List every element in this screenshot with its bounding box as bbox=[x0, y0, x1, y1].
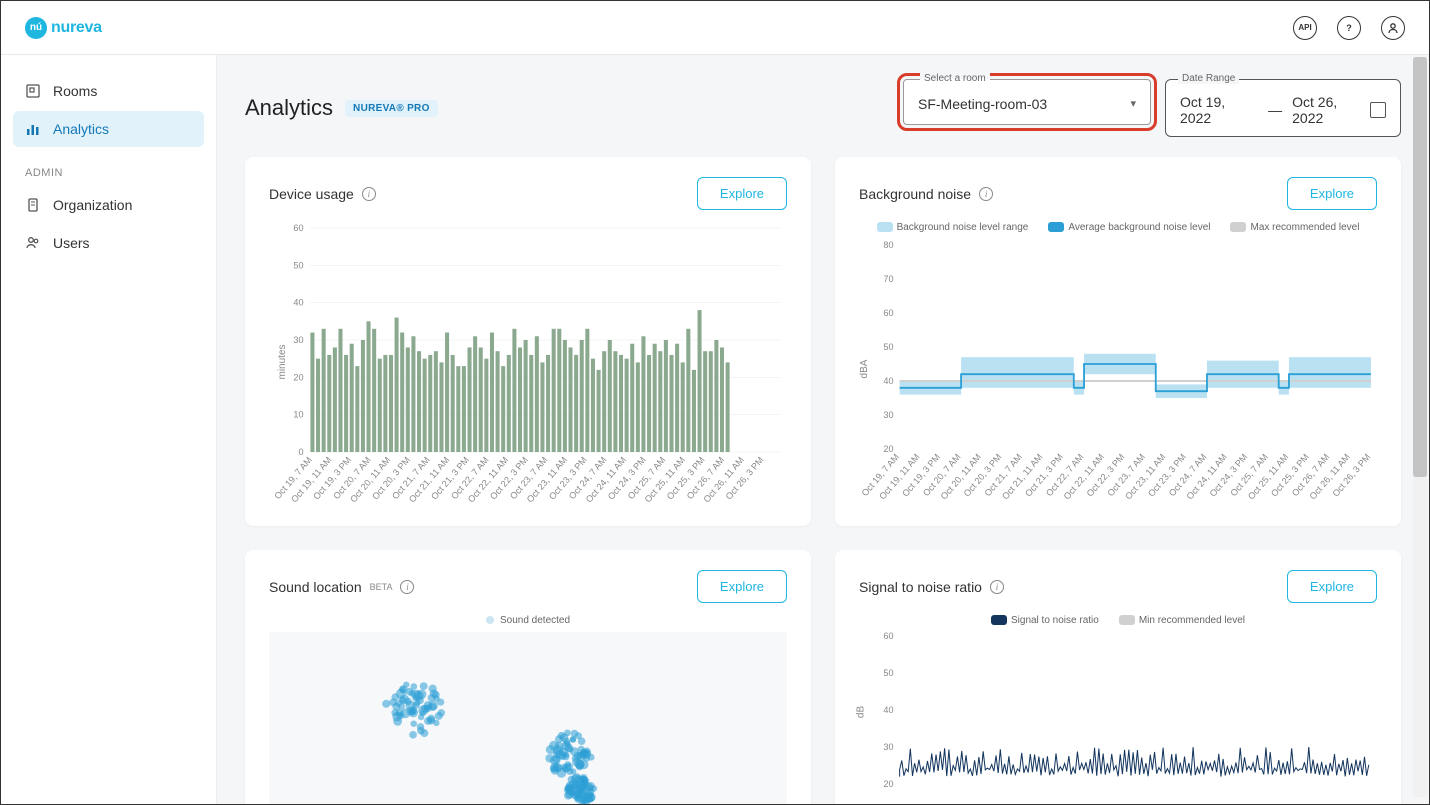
explore-button[interactable]: Explore bbox=[1287, 177, 1377, 210]
snr-chart: dB 2030405060 bbox=[859, 632, 1377, 792]
bg-noise-chart: dBA 20304050607080Oct 19, 7 AMOct 19, 11… bbox=[859, 239, 1377, 499]
sidebar-item-label: Rooms bbox=[53, 83, 97, 99]
svg-text:10: 10 bbox=[293, 410, 303, 420]
svg-text:30: 30 bbox=[883, 742, 893, 752]
card-title: Device usage bbox=[269, 186, 354, 202]
help-icon[interactable]: ? bbox=[1337, 16, 1361, 40]
card-signal-noise: Signal to noise ratio i Explore Signal t… bbox=[835, 550, 1401, 804]
svg-text:50: 50 bbox=[883, 668, 893, 678]
explore-button[interactable]: Explore bbox=[1287, 570, 1377, 603]
organization-icon bbox=[25, 197, 41, 213]
svg-text:60: 60 bbox=[883, 632, 893, 641]
sound-loc-legend: Sound detected bbox=[269, 615, 787, 626]
sidebar-section-admin: ADMIN bbox=[13, 149, 204, 187]
svg-text:20: 20 bbox=[293, 372, 303, 382]
svg-text:50: 50 bbox=[293, 260, 303, 270]
page-title: Analytics bbox=[245, 95, 333, 121]
svg-text:70: 70 bbox=[883, 274, 893, 284]
sidebar-item-organization[interactable]: Organization bbox=[13, 187, 204, 223]
sidebar-item-rooms[interactable]: Rooms bbox=[13, 73, 204, 109]
card-title: Sound location bbox=[269, 579, 362, 595]
date-range-picker[interactable]: Date Range Oct 19, 2022 — Oct 26, 2022 bbox=[1165, 79, 1401, 137]
beta-badge: BETA bbox=[370, 582, 393, 592]
svg-text:60: 60 bbox=[293, 223, 303, 233]
info-icon[interactable]: i bbox=[990, 580, 1004, 594]
sidebar-item-analytics[interactable]: Analytics bbox=[13, 111, 204, 147]
snr-legend: Signal to noise ratio Min recommended le… bbox=[859, 615, 1377, 626]
card-title: Signal to noise ratio bbox=[859, 579, 982, 595]
card-device-usage: Device usage i Explore minutes 010203040… bbox=[245, 157, 811, 526]
topbar: nú nureva API ? bbox=[1, 1, 1429, 55]
info-icon[interactable]: i bbox=[400, 580, 414, 594]
room-select-legend: Select a room bbox=[920, 73, 990, 84]
logo-mark-icon: nú bbox=[25, 17, 47, 39]
svg-text:30: 30 bbox=[883, 410, 893, 420]
calendar-icon bbox=[1370, 102, 1386, 118]
card-background-noise: Background noise i Explore Background no… bbox=[835, 157, 1401, 526]
svg-text:40: 40 bbox=[883, 705, 893, 715]
pro-badge: NUREVA® PRO bbox=[345, 100, 438, 117]
scrollbar-thumb[interactable] bbox=[1413, 57, 1427, 477]
date-to: Oct 26, 2022 bbox=[1292, 94, 1370, 126]
brand-name: nureva bbox=[51, 19, 102, 37]
svg-text:40: 40 bbox=[293, 298, 303, 308]
sidebar-item-label: Users bbox=[53, 235, 90, 251]
info-icon[interactable]: i bbox=[362, 187, 376, 201]
date-sep: — bbox=[1268, 102, 1282, 118]
sidebar: Rooms Analytics ADMIN Organization Users bbox=[1, 55, 216, 804]
svg-text:60: 60 bbox=[883, 308, 893, 318]
sidebar-item-label: Analytics bbox=[53, 121, 109, 137]
bg-noise-legend: Background noise level range Average bac… bbox=[859, 222, 1377, 233]
analytics-icon bbox=[25, 121, 41, 137]
explore-button[interactable]: Explore bbox=[697, 177, 787, 210]
room-select-value: SF-Meeting-room-03 bbox=[918, 96, 1047, 112]
card-sound-location: Sound location BETA i Explore Sound dete… bbox=[245, 550, 811, 804]
svg-text:0: 0 bbox=[298, 447, 303, 457]
main-content: Analytics NUREVA® PRO Select a room SF-M… bbox=[216, 55, 1429, 804]
sound-location-chart bbox=[269, 632, 787, 804]
info-icon[interactable]: i bbox=[979, 187, 993, 201]
scrollbar[interactable] bbox=[1413, 57, 1427, 797]
svg-text:80: 80 bbox=[883, 240, 893, 250]
chevron-down-icon: ▾ bbox=[1130, 97, 1136, 110]
svg-text:40: 40 bbox=[883, 376, 893, 386]
sidebar-item-users[interactable]: Users bbox=[13, 225, 204, 261]
svg-text:20: 20 bbox=[883, 779, 893, 789]
sidebar-item-label: Organization bbox=[53, 197, 132, 213]
date-from: Oct 19, 2022 bbox=[1180, 94, 1258, 126]
brand-logo[interactable]: nú nureva bbox=[25, 17, 102, 39]
device-usage-chart: minutes 0102030405060Oct 19, 7 AMOct 19,… bbox=[269, 222, 787, 502]
user-account-icon[interactable] bbox=[1381, 16, 1405, 40]
room-select[interactable]: Select a room SF-Meeting-room-03 ▾ bbox=[903, 79, 1151, 125]
date-range-legend: Date Range bbox=[1178, 73, 1239, 84]
card-title: Background noise bbox=[859, 186, 971, 202]
svg-text:50: 50 bbox=[883, 342, 893, 352]
explore-button[interactable]: Explore bbox=[697, 570, 787, 603]
api-icon[interactable]: API bbox=[1293, 16, 1317, 40]
rooms-icon bbox=[25, 83, 41, 99]
svg-text:30: 30 bbox=[293, 335, 303, 345]
users-icon bbox=[25, 235, 41, 251]
